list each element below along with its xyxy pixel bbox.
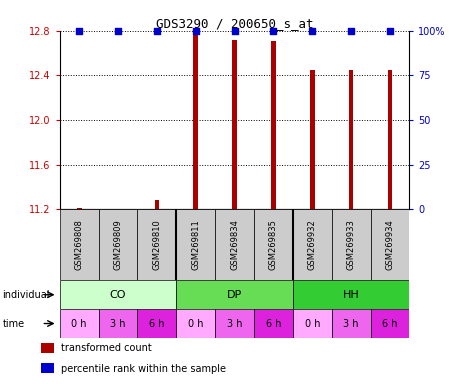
- Bar: [331, 209, 370, 280]
- Point: [386, 28, 393, 34]
- Text: GSM269809: GSM269809: [113, 219, 122, 270]
- Text: GSM269933: GSM269933: [346, 219, 355, 270]
- Text: GSM269835: GSM269835: [269, 219, 277, 270]
- Bar: [292, 280, 409, 309]
- Text: GSM269932: GSM269932: [307, 219, 316, 270]
- Point: [308, 28, 315, 34]
- Bar: [253, 209, 292, 280]
- Text: GSM269834: GSM269834: [230, 219, 239, 270]
- Bar: [193, 33, 198, 209]
- Text: 0 h: 0 h: [304, 318, 319, 329]
- Bar: [176, 209, 215, 280]
- Point: [153, 28, 160, 34]
- Bar: [215, 309, 253, 338]
- Bar: [292, 209, 331, 280]
- Bar: [60, 209, 98, 280]
- Bar: [137, 209, 176, 280]
- Bar: [40, 364, 53, 373]
- Title: GDS3290 / 200650_s_at: GDS3290 / 200650_s_at: [156, 17, 313, 30]
- Bar: [40, 343, 53, 353]
- Text: time: time: [2, 318, 24, 329]
- Text: GSM269810: GSM269810: [152, 219, 161, 270]
- Bar: [154, 200, 159, 209]
- Bar: [176, 309, 215, 338]
- Text: 6 h: 6 h: [149, 318, 164, 329]
- Point: [75, 28, 83, 34]
- Bar: [116, 209, 120, 210]
- Text: 0 h: 0 h: [71, 318, 87, 329]
- Point: [230, 28, 238, 34]
- Text: 0 h: 0 h: [188, 318, 203, 329]
- Bar: [77, 208, 81, 209]
- Bar: [176, 280, 292, 309]
- Bar: [137, 309, 176, 338]
- Text: 3 h: 3 h: [226, 318, 242, 329]
- Bar: [348, 70, 353, 209]
- Point: [114, 28, 122, 34]
- Bar: [309, 70, 314, 209]
- Bar: [98, 309, 137, 338]
- Text: 3 h: 3 h: [342, 318, 358, 329]
- Text: percentile rank within the sample: percentile rank within the sample: [61, 364, 225, 374]
- Bar: [98, 209, 137, 280]
- Text: CO: CO: [110, 290, 126, 300]
- Text: HH: HH: [342, 290, 359, 300]
- Bar: [387, 70, 392, 209]
- Bar: [370, 209, 409, 280]
- Bar: [253, 309, 292, 338]
- Text: DP: DP: [226, 290, 242, 300]
- Text: GSM269808: GSM269808: [74, 219, 84, 270]
- Bar: [270, 41, 275, 209]
- Point: [269, 28, 276, 34]
- Point: [347, 28, 354, 34]
- Bar: [232, 40, 236, 209]
- Bar: [215, 209, 253, 280]
- Bar: [292, 309, 331, 338]
- Point: [192, 28, 199, 34]
- Text: 6 h: 6 h: [381, 318, 397, 329]
- Text: GSM269934: GSM269934: [385, 219, 394, 270]
- Bar: [60, 309, 98, 338]
- Text: GSM269811: GSM269811: [191, 219, 200, 270]
- Text: 6 h: 6 h: [265, 318, 280, 329]
- Text: transformed count: transformed count: [61, 343, 151, 353]
- Text: individual: individual: [2, 290, 50, 300]
- Bar: [331, 309, 370, 338]
- Text: 3 h: 3 h: [110, 318, 126, 329]
- Bar: [60, 280, 176, 309]
- Bar: [370, 309, 409, 338]
